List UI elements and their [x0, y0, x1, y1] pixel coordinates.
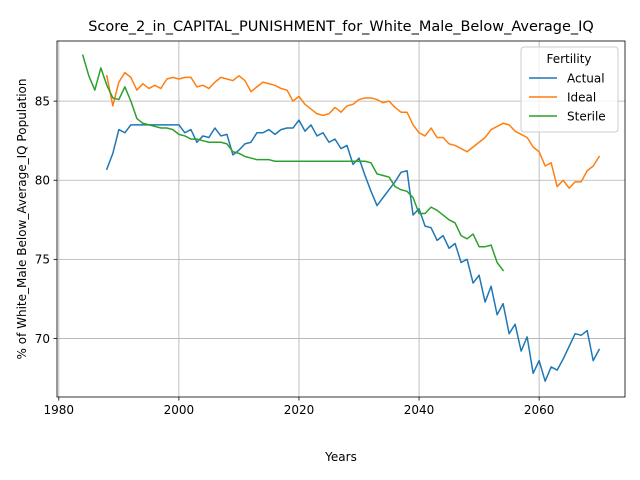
series-layer — [81, 54, 601, 382]
y-tick-label: 75 — [35, 253, 50, 267]
series-line-sterile — [81, 54, 505, 272]
legend: Fertility Actual Ideal Sterile — [520, 46, 619, 133]
chart-title: Score_2_in_CAPITAL_PUNISHMENT_for_White_… — [88, 19, 594, 35]
x-tick-label: 2040 — [404, 403, 435, 417]
legend-label-sterile: Sterile — [567, 109, 606, 123]
y-axis-label: % of White_Male Below_Average_IQ Populat… — [15, 79, 29, 360]
x-tick-label: 2000 — [164, 403, 195, 417]
plot-frame — [56, 40, 626, 398]
axis-ticks: 1980 2000 2020 2040 2060 70 75 80 85 — [35, 94, 555, 417]
legend-title: Fertility — [546, 52, 591, 66]
y-tick-label: 80 — [35, 174, 50, 188]
x-tick-label: 1980 — [44, 403, 75, 417]
legend-label-actual: Actual — [567, 71, 605, 85]
x-tick-label: 2020 — [284, 403, 315, 417]
series-line-actual — [105, 119, 601, 382]
x-tick-label: 2060 — [524, 403, 555, 417]
legend-box — [520, 46, 619, 133]
series-line-ideal — [105, 71, 601, 189]
legend-label-ideal: Ideal — [567, 90, 596, 104]
x-axis-label: Years — [324, 450, 357, 464]
y-tick-label: 85 — [35, 94, 50, 108]
y-tick-label: 70 — [35, 332, 50, 346]
